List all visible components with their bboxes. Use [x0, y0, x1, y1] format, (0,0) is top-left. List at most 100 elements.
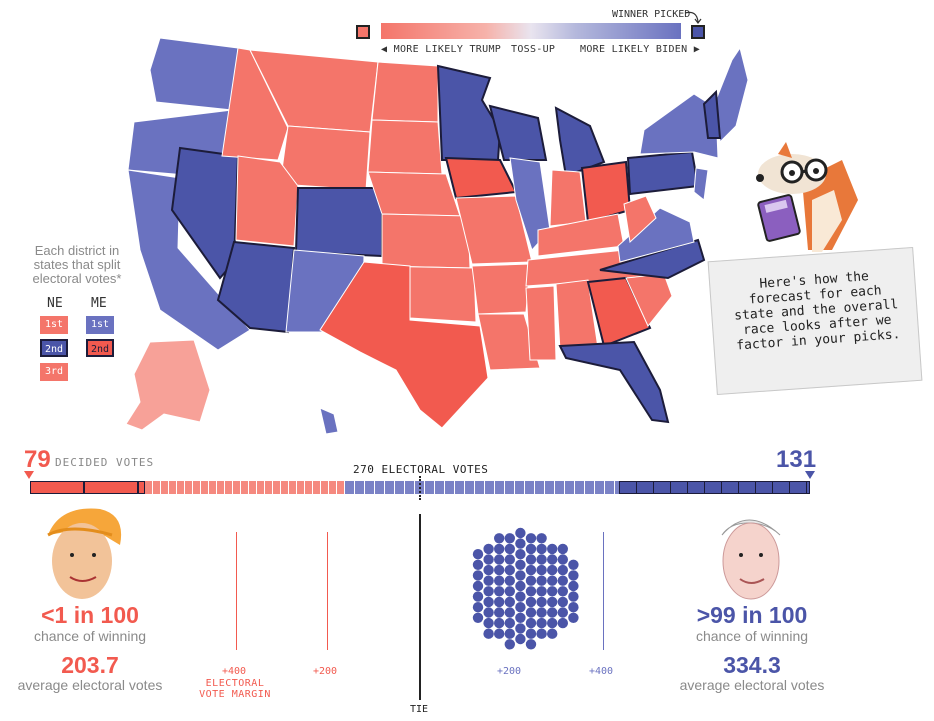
state-louisiana[interactable]	[477, 313, 541, 371]
simulation-dot	[515, 602, 526, 613]
trump-avg-ev: 203.7	[61, 652, 119, 678]
simulation-dot	[494, 533, 505, 544]
simulation-dot	[483, 596, 494, 608]
state-west-virginia[interactable]	[623, 195, 657, 244]
simulation-dot	[494, 554, 505, 565]
simulation-dot	[472, 559, 484, 570]
simulation-dot	[557, 543, 568, 555]
trump-decided-segment	[30, 481, 145, 494]
simulation-dot	[568, 612, 579, 623]
simulation-dot	[547, 564, 558, 576]
state-hawaii[interactable]	[319, 407, 339, 435]
state-alaska[interactable]	[125, 339, 211, 431]
simulation-dot	[536, 596, 547, 608]
trump-200-line	[327, 532, 328, 650]
simulation-dot	[515, 591, 526, 602]
simulation-dot	[483, 575, 494, 586]
simulation-dot	[536, 564, 547, 576]
biden-400-label: +400	[589, 666, 614, 677]
simulation-dot	[568, 602, 579, 613]
biden-avg-ev: 334.3	[723, 652, 781, 678]
trump-400-label: +400	[222, 666, 247, 677]
state-arkansas[interactable]	[471, 263, 531, 315]
simulation-dot	[547, 617, 558, 629]
state-idaho[interactable]	[221, 47, 289, 161]
state-colorado[interactable]	[294, 187, 383, 258]
simulation-dot	[525, 607, 537, 618]
margin-label: ELECTORAL VOTE MARGIN	[199, 678, 271, 700]
state-new-hampshire[interactable]	[702, 89, 722, 139]
simulation-dot	[525, 586, 537, 597]
simulation-dot	[536, 554, 547, 565]
ne-district-2[interactable]: 2nd	[40, 339, 68, 357]
state-south-dakota[interactable]	[367, 119, 443, 175]
simulation-dot	[525, 617, 537, 629]
state-florida[interactable]	[558, 340, 670, 424]
state-north-dakota[interactable]	[371, 61, 439, 123]
biden-picked-swatch[interactable]	[691, 25, 705, 39]
simulation-dot	[472, 580, 484, 592]
state-indiana[interactable]	[549, 169, 587, 227]
simulation-dot	[547, 607, 558, 618]
fox-with-glasses-calculator-icon	[756, 142, 858, 252]
state-texas[interactable]	[319, 261, 489, 429]
simulation-dot	[483, 607, 494, 618]
simulation-dot	[536, 543, 547, 555]
state-utah[interactable]	[235, 155, 299, 247]
simulation-dot	[504, 554, 515, 565]
state-ohio[interactable]	[580, 160, 632, 224]
simulation-dot	[536, 586, 547, 597]
state-minnesota[interactable]	[436, 64, 502, 161]
simulation-dot	[494, 586, 505, 597]
state-new-england[interactable]	[715, 46, 749, 144]
callout-text: Here's how the forecast for each state a…	[733, 269, 901, 354]
trump-avg-ev-label: average electoral votes	[17, 677, 163, 693]
more-likely-biden-label: MORE LIKELY BIDEN ▶	[580, 44, 701, 55]
me-district-1[interactable]: 1st	[86, 316, 114, 334]
simulation-dot	[515, 549, 526, 560]
trump-picked-swatch[interactable]	[356, 25, 370, 39]
simulation-dot	[525, 575, 537, 586]
simulation-dot	[547, 628, 558, 639]
simulation-dot	[568, 591, 579, 602]
biden-decided-segment	[619, 481, 810, 494]
state-georgia[interactable]	[586, 276, 652, 348]
simulation-dot	[483, 586, 494, 597]
simulation-dot	[504, 543, 515, 555]
state-mississippi[interactable]	[525, 285, 557, 361]
state-kansas[interactable]	[381, 213, 471, 269]
state-new-york[interactable]	[639, 93, 719, 159]
simulation-dot	[547, 543, 558, 555]
curved-arrow-icon	[684, 11, 702, 24]
trump-caricature-icon	[47, 508, 122, 599]
toss-up-label: TOSS-UP	[511, 44, 556, 55]
trump-200-label: +200	[313, 666, 338, 677]
state-washington[interactable]	[149, 37, 239, 111]
biden-chance: >99 in 100	[696, 602, 808, 628]
simulation-dot	[525, 564, 537, 576]
trump-400-line	[236, 532, 237, 650]
simulation-dot	[504, 596, 515, 608]
state-pennsylvania[interactable]	[626, 150, 700, 196]
forecast-callout: Here's how the forecast for each state a…	[707, 246, 923, 396]
state-arizona[interactable]	[216, 240, 296, 334]
tie-label: TIE	[410, 704, 429, 715]
simulation-dot	[504, 586, 515, 597]
simulation-dot	[494, 617, 505, 629]
simulation-dot	[483, 564, 494, 576]
ne-label: NE	[47, 296, 63, 311]
me-district-2[interactable]: 2nd	[86, 339, 114, 357]
simulation-dot	[494, 628, 505, 639]
biden-chance-label: chance of winning	[695, 628, 809, 644]
state-new-jersey[interactable]	[693, 167, 709, 201]
simulation-dot	[515, 580, 526, 592]
state-wisconsin[interactable]	[488, 104, 548, 161]
simulation-dot	[536, 533, 547, 544]
us-electoral-map	[125, 37, 749, 435]
simulation-dot	[557, 596, 568, 608]
ne-district-1[interactable]: 1st	[40, 316, 68, 334]
state-iowa[interactable]	[444, 156, 518, 200]
state-nebraska[interactable]	[367, 171, 461, 217]
simulation-dot	[483, 554, 494, 565]
ne-district-3[interactable]: 3rd	[40, 363, 68, 381]
